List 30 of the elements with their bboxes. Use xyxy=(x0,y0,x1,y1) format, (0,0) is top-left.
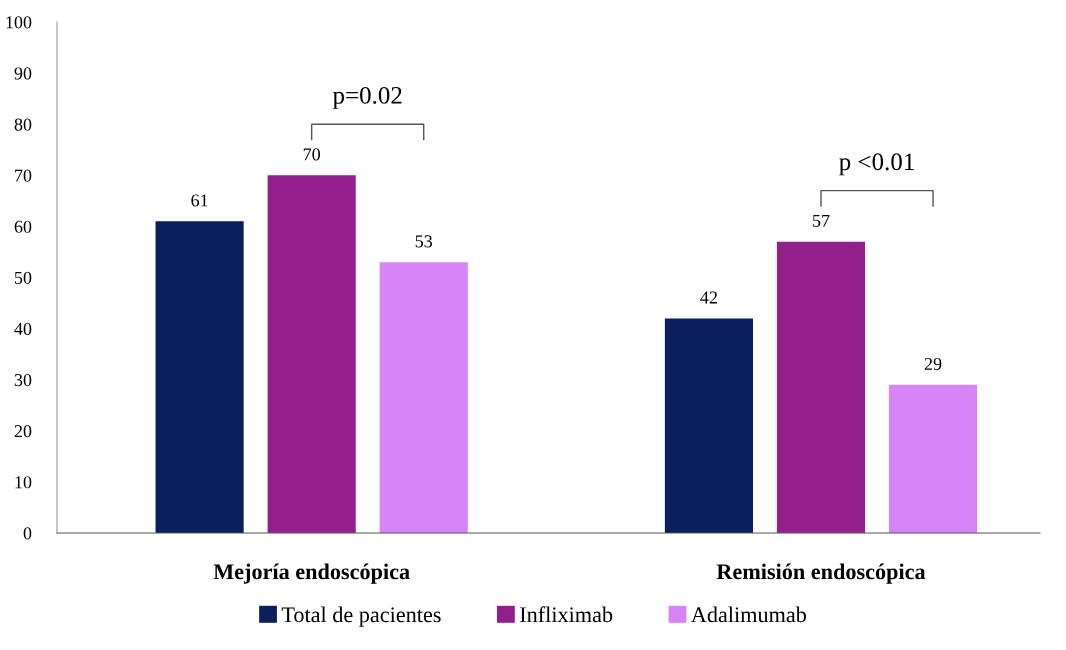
annotation: p=0.02 xyxy=(332,86,402,109)
bar xyxy=(664,318,753,533)
y-tick-label: 40 xyxy=(14,322,32,336)
y-tick-label: 0 xyxy=(23,527,32,540)
y-tick-label: 60 xyxy=(14,220,32,233)
y-tick-label: 90 xyxy=(14,67,32,80)
legend-label: Infliximab xyxy=(520,606,613,623)
x-tick-label: Mejoría endoscópica xyxy=(213,563,410,584)
data-label: 42 xyxy=(700,291,717,304)
x-tick-label: Remisión endoscópica xyxy=(716,563,926,584)
y-tick-label: 80 xyxy=(14,118,32,131)
data-label: 61 xyxy=(191,194,208,207)
y-tick-label: 100 xyxy=(6,16,32,29)
y-tick-label: 10 xyxy=(15,476,32,489)
y-tick-label: 50 xyxy=(14,271,32,284)
bar xyxy=(888,384,978,533)
data-label: 70 xyxy=(303,148,320,161)
bar xyxy=(155,221,244,533)
bar xyxy=(776,241,866,533)
annotation: p <0.01 xyxy=(839,153,914,176)
y-tick-label: 70 xyxy=(15,169,32,182)
legend-label: Adalimumab xyxy=(691,606,807,623)
bar xyxy=(267,175,356,533)
data-label: 57 xyxy=(813,214,830,227)
bar xyxy=(379,262,468,533)
y-tick-label: 30 xyxy=(14,373,32,387)
legend-label: Total de pacientes xyxy=(281,606,441,627)
data-label: 53 xyxy=(415,235,433,248)
y-tick-label: 20 xyxy=(14,425,32,438)
data-label: 29 xyxy=(924,357,942,371)
